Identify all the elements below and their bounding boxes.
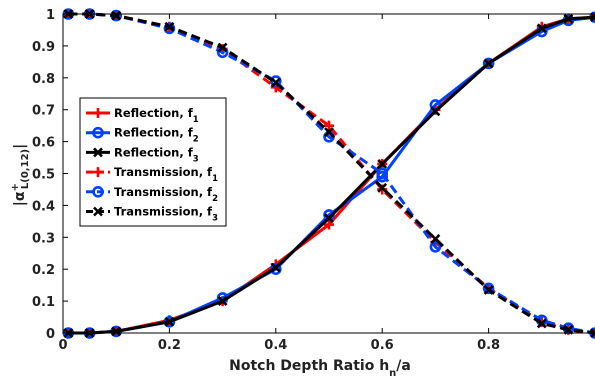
legend-item-1: Reflection, f1	[86, 106, 199, 125]
data-point	[536, 23, 547, 34]
data-point	[377, 159, 388, 169]
data-point	[111, 10, 122, 21]
data-point	[377, 182, 388, 193]
data-point	[163, 22, 176, 35]
data-point	[483, 58, 494, 69]
y-tick-label: 0.8	[32, 72, 55, 87]
y-tick-label: 0.2	[32, 263, 55, 278]
legend-label: Transmission, f1	[114, 165, 218, 184]
data-point	[270, 77, 281, 88]
x-tick-label: 0.4	[264, 338, 287, 353]
y-tick-label: 0.6	[32, 136, 55, 151]
data-point	[536, 318, 547, 329]
data-point	[482, 282, 495, 295]
legend-label: Transmission, f2	[114, 185, 218, 204]
y-tick-label: 0.9	[32, 40, 55, 55]
legend-swatch-marker	[92, 186, 104, 198]
data-point	[270, 262, 281, 273]
legend-swatch-marker	[93, 147, 103, 158]
data-point	[324, 219, 334, 230]
y-tick-label: 0.7	[32, 104, 55, 119]
data-point	[324, 213, 334, 224]
data-point	[376, 167, 389, 180]
data-point	[430, 106, 441, 117]
data-point	[483, 285, 494, 295]
legend-label: Reflection, f3	[114, 145, 199, 164]
data-point	[590, 12, 595, 23]
y-tick-label: 0.1	[32, 295, 55, 310]
x-tick-label: 0	[58, 338, 67, 353]
series-6	[63, 9, 595, 338]
data-point	[590, 328, 595, 338]
legend-label: Reflection, f2	[114, 126, 199, 145]
y-tick-label: 0.3	[32, 231, 55, 246]
legend-item-5: Transmission, f2	[86, 185, 218, 204]
legend-item-3: Reflection, f3	[86, 145, 199, 164]
data-point	[111, 326, 122, 337]
y-tick-label: 0.5	[32, 168, 55, 183]
data-point	[430, 233, 441, 244]
legend-swatch-marker	[93, 206, 103, 217]
data-point	[164, 316, 175, 327]
legend-label: Transmission, f3	[114, 205, 218, 224]
legend-item-6: Transmission, f3	[86, 205, 218, 224]
y-tick-label: 0.4	[32, 199, 55, 214]
x-tick-label: 0.2	[158, 338, 181, 353]
x-axis-title: Notch Depth Ratio hn/a	[229, 358, 411, 378]
data-point	[563, 13, 574, 24]
legend-swatch-marker	[93, 167, 103, 178]
y-tick-label: 0	[46, 327, 55, 342]
data-point	[429, 241, 442, 253]
data-point	[164, 21, 175, 32]
data-point	[482, 57, 495, 70]
data-point	[324, 127, 334, 137]
x-tick-label: 0.6	[371, 338, 394, 353]
x-tick-label: 0.8	[477, 338, 500, 353]
data-point	[217, 42, 228, 53]
data-point	[324, 120, 334, 131]
legend-swatch-marker	[93, 108, 103, 118]
axes-layer: 0 0.2 0.4 0.6 0.8 0 0.1 0.2 0.3 0.4 0.5 0.6 0.7 0.8 0.…	[32, 8, 595, 353]
legend-swatch-marker	[92, 126, 104, 139]
y-axis-title: |α+L(0,12)|	[10, 144, 31, 206]
y-tick-label: 1	[46, 8, 55, 23]
data-point	[563, 324, 574, 335]
legend-item-4: Transmission, f1	[86, 165, 218, 184]
legend-box	[79, 97, 227, 227]
data-point	[217, 296, 228, 307]
legend-item-2: Reflection, f2	[86, 126, 199, 145]
legend-label: Reflection, f1	[114, 106, 199, 125]
series-layer	[62, 8, 595, 339]
series-3	[63, 12, 595, 338]
